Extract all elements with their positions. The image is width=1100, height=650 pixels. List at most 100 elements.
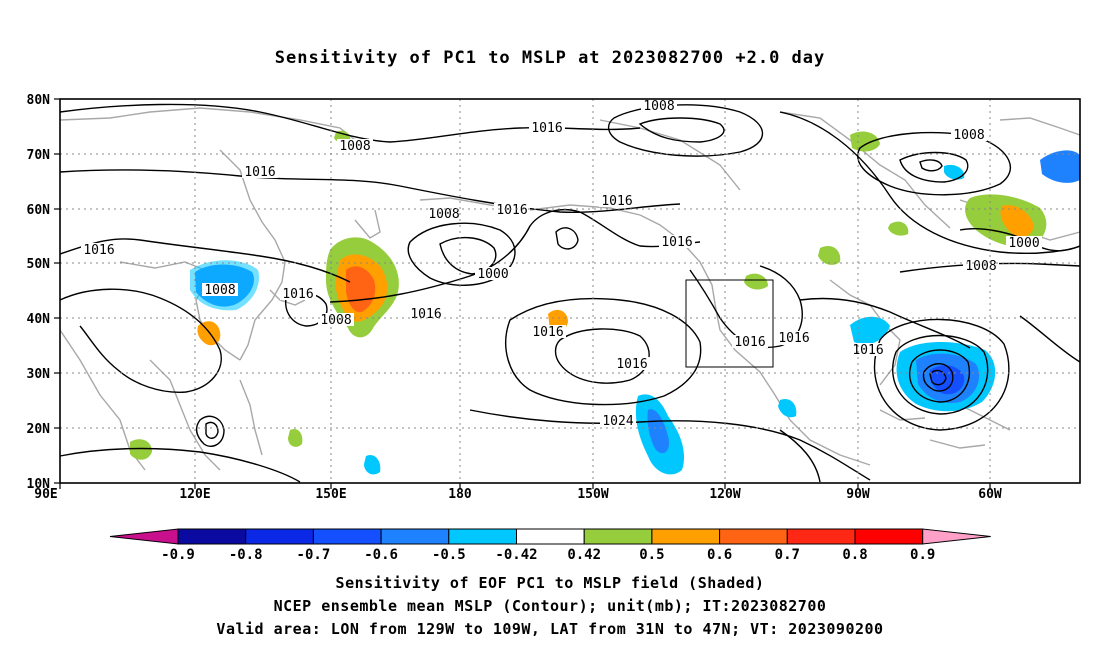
lon-label: 150E (315, 487, 346, 502)
contour-label-bg (600, 414, 636, 427)
colorbar-box (312, 528, 382, 545)
contour-label-bg (337, 139, 373, 152)
colorbar-right-arrow (922, 528, 991, 545)
shade-small-green-3 (818, 245, 841, 265)
shade-small-green-1 (130, 439, 152, 460)
contour-label: 1016 (410, 307, 441, 322)
contour-label: 1016 (852, 343, 883, 358)
shade-gulf-dark (929, 365, 965, 395)
colorbar-box (448, 528, 517, 545)
contour-label-bg (530, 325, 566, 338)
lon-label: 120W (709, 487, 740, 502)
contour-label-bg (614, 357, 650, 370)
contour-label: 1008 (204, 283, 235, 298)
lon-label: 180 (448, 487, 472, 502)
shade-small-cyan-2 (778, 398, 797, 418)
colorbar-label: -0.6 (364, 547, 398, 563)
colorbar-label: 0.8 (842, 547, 867, 563)
contour-label-bg (202, 283, 238, 296)
sensitivity-shading (130, 130, 1080, 475)
colorbar-box (516, 528, 585, 545)
contour-label: 1016 (734, 335, 765, 350)
shade-small-cyan-3 (944, 164, 965, 180)
contour-label-bg (318, 313, 354, 326)
colorbar-label: 0.9 (910, 547, 935, 563)
contour-label: 1008 (428, 207, 459, 222)
contour-label: 1016 (282, 287, 313, 302)
colorbar-box (651, 528, 721, 545)
shade-atlantic-orange (1000, 205, 1034, 237)
contour-label: 1016 (496, 203, 527, 218)
contour-label: 1016 (531, 121, 562, 136)
shade-greenland-blue (1040, 150, 1080, 183)
lat-label: 40N (27, 312, 51, 327)
contour-label-bg (426, 207, 462, 220)
lon-labels: 90E 120E 150E 180 150W 120W 90W 60W (34, 487, 1002, 502)
lat-label: 80N (27, 93, 51, 108)
colorbar-label: -0.42 (495, 547, 537, 563)
contour-label-bg (529, 121, 565, 134)
contour-label: 1016 (532, 325, 563, 340)
lat-labels: 80N 70N 60N 50N 40N 30N 20N 10N (27, 93, 51, 492)
contour-label: 1008 (965, 259, 996, 274)
contour-label: 1016 (616, 357, 647, 372)
shade-pacific-blue (647, 409, 670, 454)
caption-line-2: NCEP ensemble mean MSLP (Contour); unit(… (273, 597, 827, 615)
contour-label: 1016 (83, 243, 114, 258)
contour-label-bg (732, 335, 768, 348)
colorbar-box (854, 528, 924, 545)
colorbar-label: 0.5 (639, 547, 664, 563)
lat-label: 70N (27, 148, 51, 163)
contour-label: 1008 (643, 99, 674, 114)
shade-small-cyan-1 (364, 454, 381, 475)
shade-small-green-4 (888, 221, 909, 236)
colorbar-box (245, 528, 314, 545)
colorbar-left-arrow (109, 528, 179, 545)
valid-area-box (685, 279, 774, 368)
colorbar-box (177, 528, 247, 545)
shade-small-green-5 (744, 273, 768, 290)
shade-small-green-2 (288, 428, 303, 447)
contour-label: 1008 (953, 128, 984, 143)
lat-label: 20N (27, 422, 51, 437)
lat-label: 30N (27, 367, 51, 382)
colorbar-box (719, 528, 788, 545)
coastlines (59, 107, 1081, 471)
contour-labels: 1008 1016 1016 1008 1016 1016 1016 1000 1016 1008… (81, 99, 1042, 429)
contour-label-bg (599, 194, 635, 207)
lat-label: 50N (27, 257, 51, 272)
contour-label-bg (1006, 236, 1042, 249)
contour-label: 1000 (477, 267, 508, 282)
contour-label-bg (659, 235, 695, 248)
contour-label: 1008 (320, 313, 351, 328)
colorbar: -0.9 -0.8 -0.7 -0.6 -0.5 -0.42 0.42 0.5 0.6 0.7 0.… (109, 528, 991, 563)
contour-label: 1024 (602, 414, 633, 429)
lat-label: 60N (27, 203, 51, 218)
contour-label: 1000 (1008, 236, 1039, 251)
axis-ticks (54, 98, 991, 489)
contour-label-bg (641, 99, 677, 112)
contour-label-bg (850, 343, 886, 356)
colorbar-box (786, 528, 856, 545)
caption-line-1: Sensitivity of EOF PC1 to MSLP field (Sh… (335, 574, 765, 592)
colorbar-label: 0.42 (567, 547, 601, 563)
colorbar-label: -0.7 (297, 547, 331, 563)
map-title: Sensitivity of PC1 to MSLP at 2023082700… (274, 48, 826, 68)
colorbar-label: 0.7 (775, 547, 800, 563)
caption-line-3: Valid area: LON from 129W to 109W, LAT f… (216, 620, 884, 638)
shade-mexico-cyan (850, 316, 890, 345)
graticule (60, 99, 1080, 483)
lon-label: 90E (34, 487, 57, 502)
contour-label-bg (475, 267, 511, 280)
contour-label: 1008 (339, 139, 370, 154)
colorbar-label: 0.6 (707, 547, 732, 563)
colorbar-label: -0.5 (432, 547, 466, 563)
colorbar-box (380, 528, 450, 545)
contour-label: 1016 (661, 235, 692, 250)
contour-label-bg (408, 307, 444, 320)
contour-label-bg (280, 287, 316, 300)
colorbar-label: -0.8 (229, 547, 263, 563)
lon-label: 150W (577, 487, 608, 502)
lon-label: 60W (978, 487, 1002, 502)
